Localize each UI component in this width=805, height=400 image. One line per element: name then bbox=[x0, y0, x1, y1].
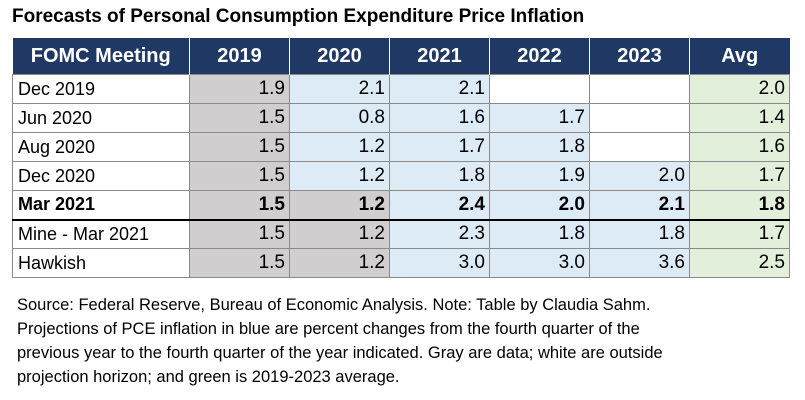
row-label: Jun 2020 bbox=[12, 103, 190, 133]
value-cell-2023: 3.6 bbox=[589, 248, 690, 278]
value-cell-2019: 1.5 bbox=[189, 248, 290, 278]
value-cell-2022 bbox=[489, 74, 590, 104]
table-body: Dec 2019 1.9 2.1 2.1 2.0 Jun 2020 1.5 0.8 1.6 1.7… bbox=[12, 74, 790, 278]
value-cell-avg: 1.4 bbox=[689, 103, 790, 133]
value-cell-2021: 2.3 bbox=[389, 219, 490, 249]
value-cell-2019: 1.5 bbox=[189, 132, 290, 162]
column-header-meeting: FOMC Meeting bbox=[12, 38, 190, 75]
table-row: Jun 2020 1.5 0.8 1.6 1.7 1.4 bbox=[12, 103, 790, 133]
value-cell-2019: 1.5 bbox=[189, 219, 290, 249]
value-cell-2020: 0.8 bbox=[289, 103, 390, 133]
value-cell-2022: 1.8 bbox=[489, 219, 590, 249]
value-cell-avg: 1.7 bbox=[689, 219, 790, 249]
row-label: Mine - Mar 2021 bbox=[12, 219, 190, 249]
column-header-2022: 2022 bbox=[489, 38, 590, 75]
value-cell-2019: 1.9 bbox=[189, 74, 290, 104]
value-cell-2020: 1.2 bbox=[289, 219, 390, 249]
source-note: Source: Federal Reserve, Bureau of Econo… bbox=[17, 293, 797, 389]
table-row: Mine - Mar 2021 1.5 1.2 2.3 1.8 1.8 1.7 bbox=[12, 219, 790, 249]
row-label: Hawkish bbox=[12, 248, 190, 278]
note-line: projection horizon; and green is 2019-20… bbox=[17, 368, 400, 386]
row-label: Dec 2019 bbox=[12, 74, 190, 104]
value-cell-2023 bbox=[589, 132, 690, 162]
note-line: Projections of PCE inflation in blue are… bbox=[17, 320, 640, 338]
table-row: Dec 2020 1.5 1.2 1.8 1.9 2.0 1.7 bbox=[12, 161, 790, 191]
table-row: Mar 2021 1.5 1.2 2.4 2.0 2.1 1.8 bbox=[12, 190, 790, 221]
value-cell-2019: 1.5 bbox=[189, 161, 290, 191]
row-label: Mar 2021 bbox=[12, 190, 190, 221]
value-cell-2022: 3.0 bbox=[489, 248, 590, 278]
value-cell-avg: 2.5 bbox=[689, 248, 790, 278]
table-row: Hawkish 1.5 1.2 3.0 3.0 3.6 2.5 bbox=[12, 248, 790, 278]
column-header-2019: 2019 bbox=[189, 38, 290, 75]
value-cell-2020: 1.2 bbox=[289, 190, 390, 221]
value-cell-2022: 1.8 bbox=[489, 132, 590, 162]
value-cell-2022: 1.7 bbox=[489, 103, 590, 133]
value-cell-2020: 1.2 bbox=[289, 248, 390, 278]
value-cell-2021: 1.8 bbox=[389, 161, 490, 191]
value-cell-2021: 1.7 bbox=[389, 132, 490, 162]
row-label: Dec 2020 bbox=[12, 161, 190, 191]
column-header-2021: 2021 bbox=[389, 38, 490, 75]
value-cell-2019: 1.5 bbox=[189, 103, 290, 133]
row-label: Aug 2020 bbox=[12, 132, 190, 162]
value-cell-2023: 2.0 bbox=[589, 161, 690, 191]
table-title: Forecasts of Personal Consumption Expend… bbox=[12, 6, 585, 27]
value-cell-2022: 1.9 bbox=[489, 161, 590, 191]
forecast-table: FOMC Meeting 2019 2020 2021 2022 2023 Av… bbox=[12, 38, 790, 278]
value-cell-2019: 1.5 bbox=[189, 190, 290, 221]
table-row: Dec 2019 1.9 2.1 2.1 2.0 bbox=[12, 74, 790, 104]
value-cell-2020: 2.1 bbox=[289, 74, 390, 104]
value-cell-2023 bbox=[589, 103, 690, 133]
value-cell-2021: 3.0 bbox=[389, 248, 490, 278]
value-cell-2023: 1.8 bbox=[589, 219, 690, 249]
value-cell-avg: 1.8 bbox=[689, 190, 790, 221]
table-row: Aug 2020 1.5 1.2 1.7 1.8 1.6 bbox=[12, 132, 790, 162]
value-cell-2020: 1.2 bbox=[289, 161, 390, 191]
column-header-avg: Avg bbox=[689, 38, 790, 75]
value-cell-avg: 1.7 bbox=[689, 161, 790, 191]
note-line: previous year to the fourth quarter of t… bbox=[17, 344, 663, 362]
note-line: Source: Federal Reserve, Bureau of Econo… bbox=[17, 296, 651, 314]
value-cell-2022: 2.0 bbox=[489, 190, 590, 221]
value-cell-avg: 1.6 bbox=[689, 132, 790, 162]
value-cell-2020: 1.2 bbox=[289, 132, 390, 162]
value-cell-2021: 1.6 bbox=[389, 103, 490, 133]
column-header-2020: 2020 bbox=[289, 38, 390, 75]
value-cell-2023 bbox=[589, 74, 690, 104]
value-cell-2021: 2.1 bbox=[389, 74, 490, 104]
value-cell-2023: 2.1 bbox=[589, 190, 690, 221]
header-row: FOMC Meeting 2019 2020 2021 2022 2023 Av… bbox=[12, 38, 790, 75]
column-header-2023: 2023 bbox=[589, 38, 690, 75]
value-cell-2021: 2.4 bbox=[389, 190, 490, 221]
value-cell-avg: 2.0 bbox=[689, 74, 790, 104]
